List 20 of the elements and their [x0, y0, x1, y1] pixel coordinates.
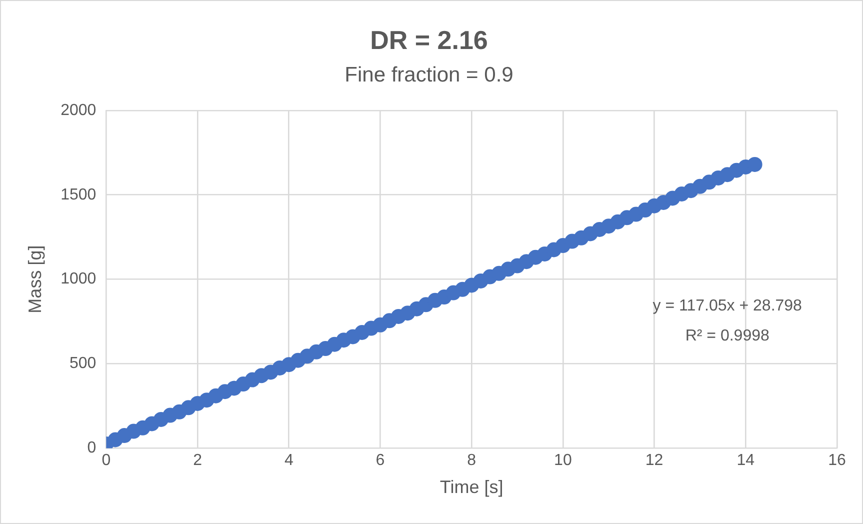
x-tick-label: 12	[645, 452, 664, 470]
annotation: R² = 0.9998	[685, 328, 770, 345]
y-axis-title: Mass [g]	[24, 245, 45, 314]
chart-title: DR = 2.16	[370, 24, 488, 55]
x-tick-label: 8	[467, 452, 476, 470]
y-tick-label: 1500	[60, 186, 96, 204]
x-tick-label: 4	[284, 452, 294, 470]
x-axis-title: Time [s]	[440, 477, 504, 498]
x-tick-label: 14	[736, 452, 755, 470]
y-tick-label: 500	[69, 355, 96, 372]
x-tick-label: 16	[828, 452, 846, 470]
y-tick-label: 1000	[60, 270, 96, 288]
y-tick-label: 2000	[60, 102, 96, 119]
x-tick-label: 2	[193, 452, 202, 470]
x-tick-label: 10	[554, 452, 572, 470]
annotation: y = 117.05x + 28.798	[652, 298, 802, 315]
y-tick-label: 0	[87, 440, 96, 457]
x-tick-label: 6	[376, 452, 385, 470]
x-tick-label: 0	[102, 452, 111, 470]
chart-subtitle: Fine fraction = 0.9	[344, 64, 514, 87]
